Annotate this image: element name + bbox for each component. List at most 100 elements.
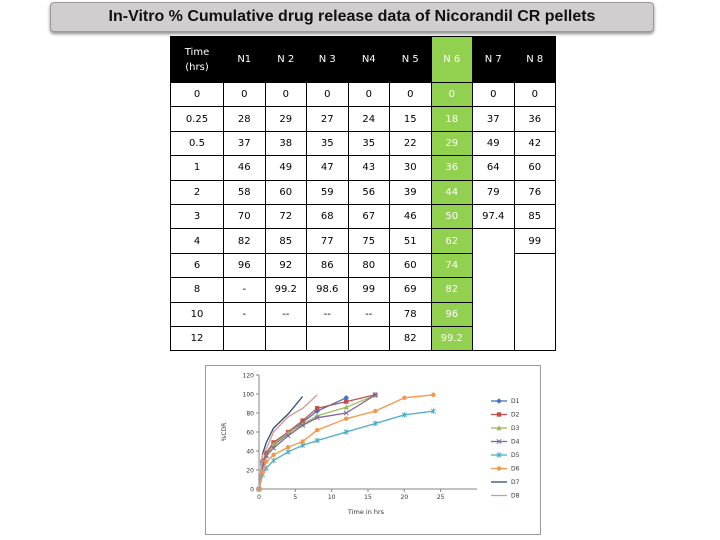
table-cell: 30 <box>389 155 432 181</box>
table-cell: 43 <box>347 155 390 181</box>
data-point <box>314 415 320 421</box>
table-cell: 49 <box>264 155 307 181</box>
data-point <box>344 416 349 421</box>
table-cell: 99.2 <box>430 325 473 352</box>
table-cell: 36 <box>513 106 556 132</box>
data-point <box>285 433 291 439</box>
legend-label: D1 <box>511 398 520 405</box>
time-cell: 3 <box>170 203 224 230</box>
legend-item: D5 <box>491 452 520 459</box>
table-cell: 60 <box>264 179 307 205</box>
series-line <box>258 394 318 490</box>
table-cell: 37 <box>472 106 515 132</box>
table-cell: 64 <box>472 155 515 181</box>
header-n7: N 7 <box>472 36 515 83</box>
table-cell: 68 <box>306 203 349 230</box>
table-cell: 15 <box>389 106 432 132</box>
table-cell <box>306 325 349 352</box>
chart-svg: 0 20 40 60 80 100 120 0 5 10 15 20 25 Time in hrs %CDR… <box>221 373 520 517</box>
data-point <box>496 425 502 431</box>
table-cell: 69 <box>389 277 432 303</box>
table-cell: 78 <box>389 301 432 327</box>
table-row: 3 70 72 68 67 46 50 97.4 85 <box>170 203 556 230</box>
series-line <box>258 410 434 490</box>
table-cell: 51 <box>389 228 432 254</box>
table-cell: 92 <box>264 252 307 279</box>
data-point <box>314 406 320 411</box>
table-cell: 24 <box>347 106 390 132</box>
y-tick-label: 100 <box>243 392 255 399</box>
table-row: 6 96 92 86 80 60 74 <box>170 252 556 279</box>
legend-item: D6 <box>491 466 520 473</box>
legend-item: D2 <box>491 412 520 419</box>
table-cell: -- <box>264 301 307 327</box>
data-point <box>300 439 305 444</box>
table-cell: 0 <box>223 81 266 108</box>
table-cell: 99 <box>347 277 390 303</box>
table-cell: 46 <box>223 155 266 181</box>
header-n2: N 2 <box>264 36 307 83</box>
data-point <box>344 399 349 404</box>
table-cell <box>513 277 556 303</box>
time-cell: 0.25 <box>170 106 224 132</box>
legend-item: D1 <box>491 398 520 405</box>
x-axis-label: Time in hrs <box>347 508 385 516</box>
series-d8 <box>258 394 318 490</box>
table-cell: 82 <box>389 325 432 352</box>
time-cell: 6 <box>170 252 224 279</box>
table-cell <box>472 277 515 303</box>
legend-label: D7 <box>511 479 520 486</box>
y-tick-label: 0 <box>250 487 254 494</box>
data-point <box>263 453 269 459</box>
table-cell <box>472 228 515 254</box>
y-tick-label: 40 <box>246 449 254 456</box>
table-cell: 18 <box>430 106 473 132</box>
data-point <box>372 420 378 427</box>
data-point <box>285 449 291 455</box>
header-n6: N 6 <box>430 36 473 83</box>
table-cell: 96 <box>430 301 473 327</box>
data-point <box>300 418 305 423</box>
table-cell: 27 <box>306 106 349 132</box>
table-cell: 39 <box>389 179 432 205</box>
table-cell: 58 <box>223 179 266 205</box>
x-tick-label: 25 <box>437 494 445 501</box>
data-point <box>343 410 349 416</box>
header-n1: N1 <box>223 36 266 83</box>
time-cell: 8 <box>170 277 224 303</box>
table-cell <box>472 253 515 278</box>
data-point <box>271 457 277 464</box>
page-title: In-Vitro % Cumulative drug release data … <box>108 8 596 25</box>
table-cell: 49 <box>472 130 515 157</box>
data-point <box>270 445 277 451</box>
table-cell: 77 <box>306 228 349 254</box>
table-body: 0 0 0 0 0 0 0 0 0 0.25 28 29 27 24 15 18 37 36 0.5 37 38 35 35… <box>170 81 556 352</box>
table-cell: 72 <box>264 203 307 230</box>
data-point <box>271 452 276 457</box>
table-row: 0.25 28 29 27 24 15 18 37 36 <box>170 106 556 132</box>
table-cell: 29 <box>430 130 473 157</box>
table-cell: 0 <box>264 81 307 108</box>
x-tick-label: 10 <box>328 494 336 501</box>
table-cell: 50 <box>430 203 473 230</box>
table-cell: 60 <box>389 252 432 279</box>
header-time-unit: (hrs) <box>185 61 209 73</box>
x-tick-label: 0 <box>257 494 261 501</box>
table-cell: 0 <box>513 81 556 108</box>
table-cell: 0 <box>472 81 515 108</box>
table-cell: 0 <box>347 81 390 108</box>
legend-label: D4 <box>511 439 520 446</box>
time-cell: 12 <box>170 325 224 352</box>
data-point <box>343 404 349 410</box>
legend-label: D8 <box>511 493 520 500</box>
table-row: 2 58 60 59 56 39 44 79 76 <box>170 179 556 205</box>
table-cell <box>513 253 556 278</box>
table-cell: 42 <box>513 130 556 157</box>
x-tick-label: 5 <box>293 494 297 501</box>
header-n8: N 8 <box>513 36 556 83</box>
table-cell: 0 <box>306 81 349 108</box>
time-cell: 2 <box>170 179 224 205</box>
